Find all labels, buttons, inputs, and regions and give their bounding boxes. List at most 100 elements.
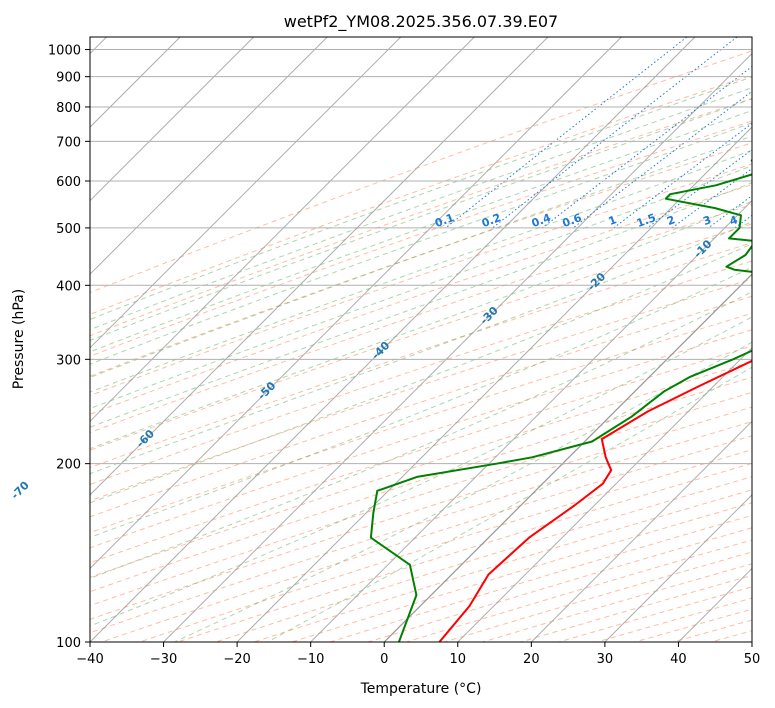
isotherm-line [163, 52, 752, 642]
x-tick-label: −20 [223, 652, 250, 667]
mixing-ratio-label: 0.2 [480, 211, 503, 230]
isotherm-line [90, 37, 622, 570]
isotherm-line [90, 37, 696, 642]
dry-adiabat [90, 295, 752, 518]
isotherm-line [678, 567, 752, 642]
mixing-ratio-label: 1.5 [635, 211, 658, 230]
x-tick-label: 40 [670, 652, 687, 667]
chart-title: wetPf2_YM08.2025.356.07.39.E07 [284, 12, 558, 32]
mixing-ratio-label: 0.6 [561, 211, 584, 230]
isotherm-line [90, 37, 549, 496]
y-axis-ticks: 100 200 300 400 500 600 700 800 900 1000 [48, 44, 90, 651]
isotherm-line [310, 199, 752, 642]
x-tick-label: 10 [450, 652, 467, 667]
x-tick-label: 30 [597, 652, 614, 667]
line-labels: 0.10.20.40.611.5234-100-90-80-70-60-50-4… [9, 211, 740, 502]
y-tick-label: 1000 [48, 44, 81, 59]
dry-adiabat [90, 242, 752, 469]
x-tick-label: −10 [297, 652, 324, 667]
isotherm-line [457, 347, 752, 642]
y-tick-label: 300 [56, 353, 81, 368]
y-tick-label: 500 [56, 222, 81, 237]
y-tick-label: 900 [56, 71, 81, 86]
mixing-ratio-line [734, 214, 752, 229]
isotherm-line [236, 126, 752, 642]
dry-adiabat [215, 476, 752, 642]
isotherm-line [530, 420, 752, 642]
mixing-ratio-label: 0.4 [530, 211, 553, 230]
dry-adiabat [90, 163, 752, 397]
moist-adiabat [90, 98, 752, 342]
moist-adiabat [90, 182, 752, 428]
mixing-ratio-label: 0.1 [433, 211, 456, 230]
isotherm-line [383, 273, 752, 642]
moist-adiabat [90, 76, 752, 320]
dry-adiabat [90, 345, 752, 564]
y-tick-label: 600 [56, 175, 81, 190]
y-tick-label: 100 [56, 636, 81, 651]
dry-adiabat [90, 184, 752, 415]
y-tick-label: 400 [56, 279, 81, 294]
x-axis-ticks: −40 −30 −20 −10 0 10 20 30 40 50 [76, 642, 760, 667]
moist-adiabat [90, 87, 752, 331]
y-tick-label: 800 [56, 101, 81, 116]
dewpoint-line [369, 159, 752, 642]
dry-adiabat [710, 630, 752, 642]
mixing-ratio-line [613, 122, 752, 229]
y-tick-label: 200 [56, 458, 81, 473]
x-tick-label: 20 [523, 652, 540, 667]
mixing-ratio-label: 3 [701, 213, 713, 228]
mixing-ratio-label: 1 [607, 213, 619, 228]
moist-adiabat [90, 109, 752, 353]
moist-adiabat [90, 316, 752, 627]
x-tick-label: −30 [150, 652, 177, 667]
dry-adiabat [749, 640, 752, 642]
dry-adiabat [101, 435, 752, 642]
mixing-ratio-line [708, 195, 752, 229]
background-lines [90, 37, 752, 642]
mixing-ratio-label: 2 [665, 213, 677, 228]
dry-adiabat [406, 539, 752, 642]
mixing-ratio-line [671, 167, 752, 229]
dry-adiabat [90, 278, 752, 502]
dry-adiabat [177, 462, 752, 642]
x-tick-label: 50 [744, 652, 761, 667]
dry-adiabat [368, 527, 752, 642]
dry-adiabat [90, 74, 752, 316]
y-axis-label: Pressure (hPa) [11, 289, 27, 389]
isotherm-line [751, 641, 752, 642]
dry-adiabat [90, 376, 752, 593]
isotherm-line [90, 37, 402, 349]
dry-adiabat [329, 514, 752, 642]
moist-adiabat [90, 200, 752, 450]
dry-adiabat [90, 97, 752, 337]
moist-adiabat [90, 135, 752, 378]
x-tick-label: −40 [76, 652, 103, 667]
isotherm-label: -70 [9, 479, 32, 502]
mixing-ratio-line [492, 37, 738, 229]
temperature-line [438, 359, 752, 642]
zero-isotherm-line [383, 273, 752, 642]
moist-adiabat [90, 122, 752, 365]
dry-adiabat [672, 619, 752, 642]
dry-adiabat [90, 329, 752, 549]
y-tick-label: 700 [56, 135, 81, 150]
mixing-ratio-line [542, 65, 752, 229]
moist-adiabat [90, 149, 752, 393]
pressure-grid [90, 49, 752, 642]
dry-adiabat [90, 203, 752, 434]
mixing-ratio-label: 4 [728, 213, 740, 228]
isotherm-line [90, 37, 328, 275]
dry-adiabat [444, 551, 752, 642]
mixing-ratio-line [572, 90, 752, 229]
moist-adiabat [267, 366, 752, 642]
plot-frame [89, 36, 753, 643]
dry-adiabat [90, 50, 752, 294]
isotherm-line [90, 37, 255, 202]
isotherm-line [90, 37, 475, 423]
x-tick-label: 0 [380, 652, 388, 667]
x-axis-label: Temperature (°C) [360, 681, 482, 697]
profile-series [369, 159, 752, 642]
isotherm-line [604, 494, 752, 642]
